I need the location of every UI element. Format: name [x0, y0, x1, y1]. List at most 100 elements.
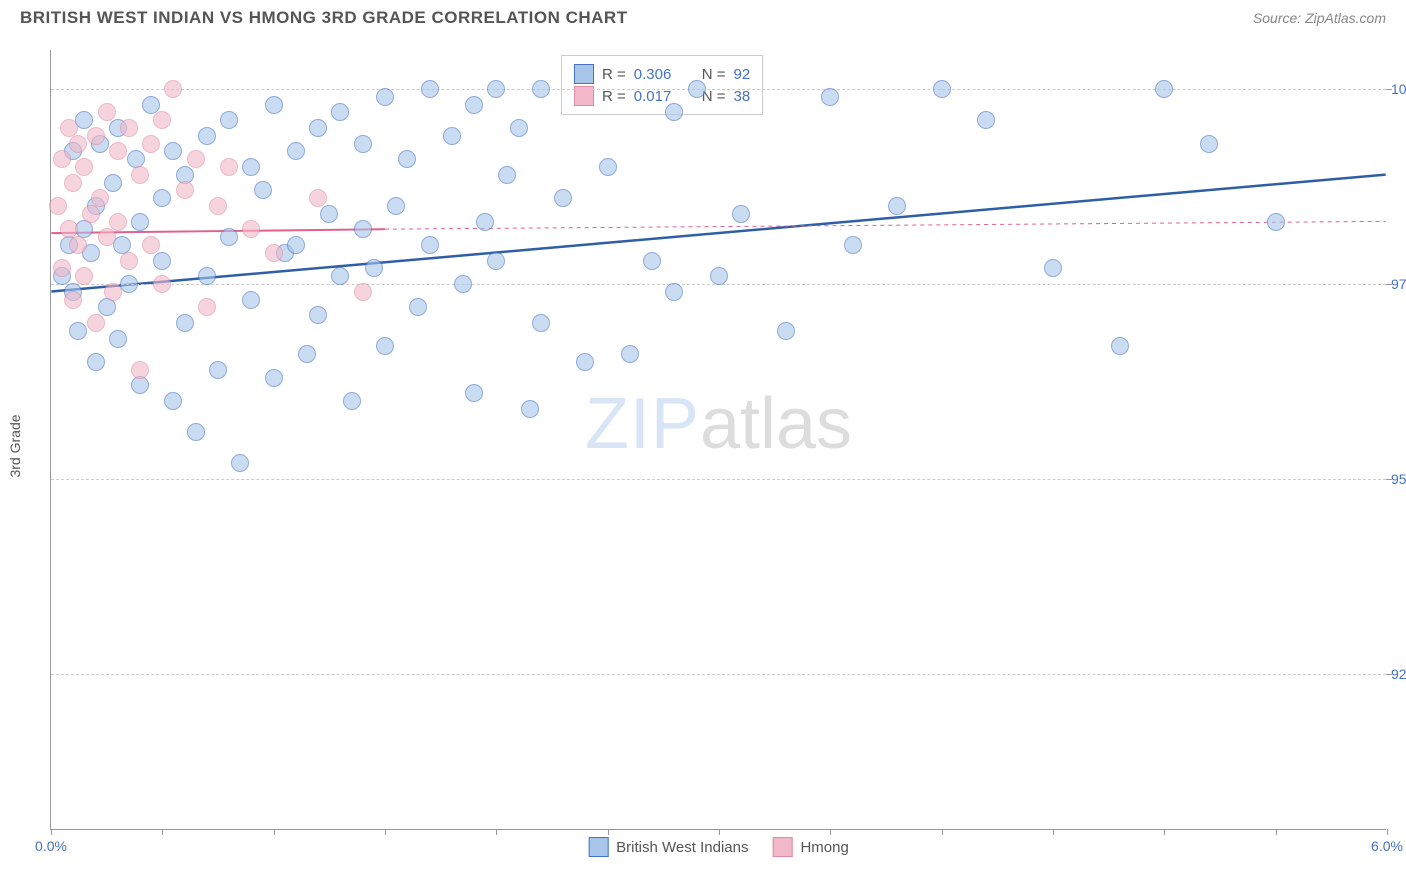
scatter-point — [309, 119, 327, 137]
scatter-point — [354, 283, 372, 301]
scatter-point — [532, 80, 550, 98]
scatter-point — [153, 189, 171, 207]
scatter-point — [1044, 259, 1062, 277]
scatter-point — [242, 291, 260, 309]
scatter-point — [153, 111, 171, 129]
scatter-point — [777, 322, 795, 340]
scatter-point — [209, 361, 227, 379]
scatter-point — [91, 189, 109, 207]
legend-r-label: R = — [602, 88, 626, 105]
legend-swatch — [772, 837, 792, 857]
xtick-mark — [830, 829, 831, 835]
legend-r-label: R = — [602, 66, 626, 83]
scatter-point — [164, 392, 182, 410]
legend-n-value: 92 — [734, 66, 751, 83]
scatter-point — [64, 174, 82, 192]
scatter-point — [933, 80, 951, 98]
legend-bottom: British West IndiansHmong — [588, 837, 849, 857]
xtick-mark — [1387, 829, 1388, 835]
y-axis-label: 3rd Grade — [7, 414, 23, 477]
scatter-point — [153, 252, 171, 270]
chart-title: BRITISH WEST INDIAN VS HMONG 3RD GRADE C… — [20, 8, 628, 28]
scatter-point — [331, 267, 349, 285]
scatter-point — [688, 80, 706, 98]
ytick-label: 95.0% — [1391, 471, 1406, 487]
scatter-point — [465, 384, 483, 402]
scatter-point — [131, 361, 149, 379]
scatter-point — [844, 236, 862, 254]
scatter-point — [421, 80, 439, 98]
xtick-mark — [274, 829, 275, 835]
scatter-point — [69, 322, 87, 340]
scatter-point — [164, 142, 182, 160]
legend-n-value: 38 — [734, 88, 751, 105]
scatter-point — [1200, 135, 1218, 153]
scatter-point — [198, 127, 216, 145]
scatter-point — [320, 205, 338, 223]
legend-correlation-box: R =0.306N =92R =0.017N =38 — [561, 55, 763, 115]
scatter-point — [498, 166, 516, 184]
scatter-point — [387, 197, 405, 215]
scatter-point — [109, 213, 127, 231]
scatter-point — [1155, 80, 1173, 98]
xtick-mark — [162, 829, 163, 835]
scatter-point — [487, 252, 505, 270]
xtick-mark — [1164, 829, 1165, 835]
scatter-point — [599, 158, 617, 176]
scatter-point — [120, 119, 138, 137]
scatter-point — [821, 88, 839, 106]
scatter-point — [87, 127, 105, 145]
header: BRITISH WEST INDIAN VS HMONG 3RD GRADE C… — [0, 0, 1406, 32]
scatter-point — [242, 158, 260, 176]
scatter-point — [710, 267, 728, 285]
legend-correlation-row: R =0.306N =92 — [574, 64, 750, 84]
scatter-point — [98, 103, 116, 121]
scatter-point — [75, 158, 93, 176]
scatter-point — [198, 267, 216, 285]
scatter-point — [665, 103, 683, 121]
scatter-point — [287, 236, 305, 254]
scatter-point — [354, 135, 372, 153]
scatter-point — [220, 228, 238, 246]
scatter-point — [309, 189, 327, 207]
scatter-point — [120, 252, 138, 270]
source-label: Source: ZipAtlas.com — [1253, 10, 1386, 26]
scatter-point — [376, 88, 394, 106]
scatter-point — [977, 111, 995, 129]
scatter-point — [109, 142, 127, 160]
trend-line — [385, 221, 1386, 229]
xtick-mark — [942, 829, 943, 835]
scatter-point — [187, 150, 205, 168]
gridline — [51, 674, 1386, 675]
legend-label: British West Indians — [616, 839, 748, 856]
scatter-point — [465, 96, 483, 114]
scatter-point — [242, 220, 260, 238]
gridline — [51, 89, 1386, 90]
legend-n-label: N = — [702, 66, 726, 83]
scatter-point — [69, 236, 87, 254]
scatter-point — [454, 275, 472, 293]
scatter-point — [398, 150, 416, 168]
scatter-point — [87, 353, 105, 371]
scatter-point — [142, 96, 160, 114]
ytick-label: 100.0% — [1391, 81, 1406, 97]
watermark: ZIPatlas — [585, 383, 852, 465]
scatter-point — [120, 275, 138, 293]
scatter-point — [287, 142, 305, 160]
scatter-point — [309, 306, 327, 324]
scatter-point — [209, 197, 227, 215]
xtick-mark — [496, 829, 497, 835]
scatter-point — [343, 392, 361, 410]
scatter-point — [331, 103, 349, 121]
scatter-point — [298, 345, 316, 363]
scatter-point — [153, 275, 171, 293]
ytick-label: 92.5% — [1391, 666, 1406, 682]
xtick-mark — [1053, 829, 1054, 835]
scatter-point — [53, 259, 71, 277]
legend-swatch — [574, 64, 594, 84]
scatter-point — [532, 314, 550, 332]
scatter-point — [53, 150, 71, 168]
watermark-atlas: atlas — [700, 384, 852, 464]
scatter-point — [376, 337, 394, 355]
scatter-point — [176, 181, 194, 199]
